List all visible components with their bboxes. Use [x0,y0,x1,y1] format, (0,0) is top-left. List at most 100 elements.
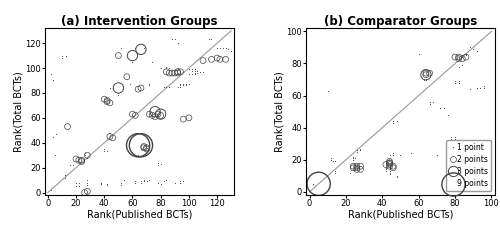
Point [389,121,397,125]
Point [196,70,204,74]
Point [75,184,83,188]
Point [194,71,202,75]
Point [356,164,364,168]
Point [78,160,86,163]
Point [137,181,145,184]
Point [80,191,88,194]
Point [174,41,182,45]
Point [420,78,428,81]
Point [75,158,83,162]
Point [160,85,168,89]
Point [349,164,357,168]
Point [386,153,394,157]
Point [78,158,86,162]
Point [176,84,184,87]
Point [458,63,466,67]
Point [386,169,394,173]
Point [51,153,59,157]
Point [224,47,232,51]
Point [151,115,159,118]
Point [156,112,164,116]
Point [162,178,170,182]
Point [174,85,182,89]
Title: (b) Comparator Groups: (b) Comparator Groups [324,15,477,28]
Point [140,178,148,182]
Point [356,168,364,171]
Point [386,166,394,170]
Point [84,183,92,187]
Point [451,79,459,83]
Point [353,164,361,168]
Point [462,52,470,56]
Point [176,85,184,89]
Point [216,46,224,50]
Point [174,70,182,74]
Point [168,38,176,41]
Point [222,57,230,61]
Point [151,110,159,114]
Point [103,150,111,153]
Point [213,46,221,50]
Point [462,52,470,56]
Point [103,183,111,187]
Point [462,54,470,57]
Point [162,70,170,74]
Point [137,147,145,151]
Point [180,82,188,86]
Point [448,137,456,141]
Point [328,158,336,162]
Point [137,143,145,147]
Point [132,114,140,117]
Point [182,84,190,87]
Y-axis label: Rank(Total BCTs): Rank(Total BCTs) [14,71,24,152]
Point [162,66,170,70]
Point [117,181,125,184]
Point [132,180,140,183]
Point [382,166,390,170]
Point [84,189,92,193]
Point [466,87,473,91]
Point [349,158,357,162]
Point [50,79,58,82]
Point [451,81,459,85]
Point [451,55,459,59]
Point [382,168,390,171]
Point [386,164,394,168]
Point [328,156,336,160]
Y-axis label: Rank(Total BCTs): Rank(Total BCTs) [274,71,284,152]
Point [106,135,114,138]
Point [185,67,193,71]
Point [188,72,196,76]
Point [469,47,477,51]
Point [126,82,134,86]
Point [436,106,444,110]
Point [98,182,106,186]
Point [61,173,69,177]
Point [165,71,173,75]
Point [117,183,125,187]
Point [100,97,108,101]
Point [454,79,462,83]
Point [174,71,182,75]
Point [132,181,140,184]
Point [389,119,397,123]
Point [349,156,357,160]
Point [128,60,136,64]
Point [180,180,188,183]
Point [426,100,434,104]
Point [386,163,394,166]
Point [353,168,361,171]
Point [190,72,198,76]
Point [480,86,488,90]
Point [98,181,106,184]
Point [162,65,170,69]
Point [314,182,322,186]
Point [219,46,227,50]
Point [353,148,361,152]
Point [429,100,437,104]
Point [476,86,484,90]
Point [386,161,394,165]
Point [134,153,142,157]
Point [356,147,364,150]
Point [458,55,466,59]
